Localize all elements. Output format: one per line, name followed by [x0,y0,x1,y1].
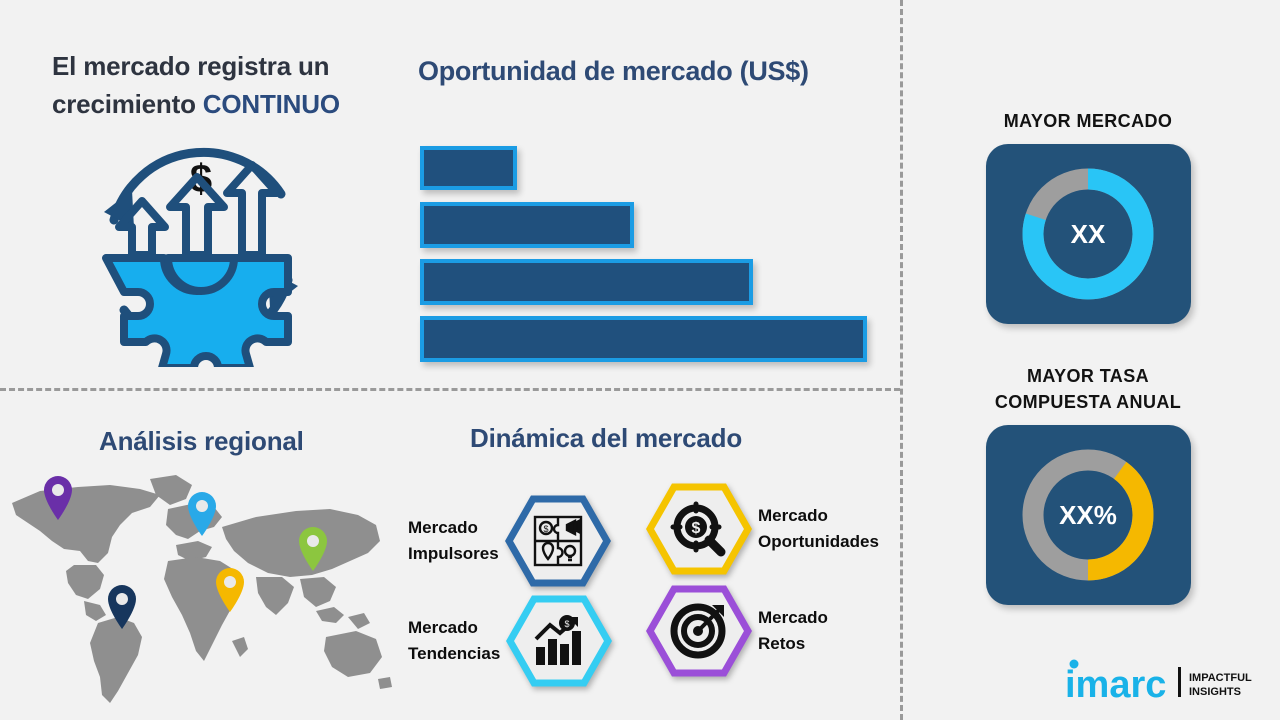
svg-text:$: $ [565,619,570,629]
dynamics-trends-line2: Tendencias [408,644,501,663]
kpi-highest-cagr: MAYOR TASA COMPUESTA ANUAL XX% [938,363,1238,606]
market-donut-chart: XX [1022,168,1154,300]
kpi-highest-cagr-card: XX% [985,425,1191,606]
dynamics-opportunities-line1: Mercado [758,505,828,525]
kpi-highest-cagr-caption: MAYOR TASA COMPUESTA ANUAL [938,363,1238,415]
imarc-tagline-line1: IMPACTFUL [1189,672,1252,684]
bar-3 [420,259,753,305]
growth-title-line1: El mercado registra un [52,51,330,81]
cagr-donut-chart: XX% [1022,449,1154,581]
dynamics-item-opportunities-label: Mercado Oportunidades [758,503,879,556]
bar-2 [420,202,634,248]
vertical-divider [900,0,903,720]
dynamics-drivers-line1: Mercado [408,517,478,537]
dynamics-item-drivers[interactable]: Mercado Impulsores $ [408,495,611,587]
dynamics-title: Dinámica del mercado [470,423,742,453]
opportunity-bar-chart [420,146,880,362]
puzzle-pieces-icon: $ [504,495,611,587]
dynamics-challenges-line2: Retos [758,634,806,653]
kpi-cagr-caption-line2: COMPUESTA ANUAL [994,392,1182,413]
bar-chart-growth-icon: $ [506,595,613,687]
regional-title: Análisis regional [99,426,304,456]
opportunity-title: Oportunidad de mercado (US$) [418,56,809,86]
kpi-largest-market-value: XX [1071,219,1106,249]
dynamics-opportunities-line2: Oportunidades [758,532,879,551]
dynamics-drivers-line2: Impulsores [408,544,499,563]
dynamics-item-trends[interactable]: Mercado Tendencias $ [408,595,613,687]
target-arrow-icon [646,585,752,677]
growth-title: El mercado registra un crecimiento CONTI… [52,48,412,123]
dynamics-challenges-line1: Mercado [758,607,828,627]
dynamics-trends-line1: Mercado [408,617,478,637]
world-map [0,465,400,710]
kpi-highest-cagr-value: XX% [1059,500,1117,530]
imarc-wordmark: imarc [1065,664,1166,706]
svg-text:$: $ [543,524,548,534]
growth-title-line2-prefix: crecimiento [52,88,203,119]
bar-4 [420,316,867,362]
bar-1 [420,146,517,190]
growth-gear-arrows-icon: $ [76,132,326,372]
dynamics-item-opportunities[interactable]: $ Mercado Oportunidades [646,483,879,575]
kpi-largest-market: MAYOR MERCADO XX [938,108,1238,325]
pin-east-asia [299,527,327,571]
pin-europe [188,492,216,536]
dynamics-item-challenges-label: Mercado Retos [758,605,828,658]
horizontal-divider [0,388,900,391]
kpi-cagr-caption-line1: MAYOR TASA [1026,366,1149,386]
kpi-largest-market-card: XX [985,144,1191,325]
dynamics-item-trends-label: Mercado Tendencias [408,615,500,668]
pin-north-america [44,476,72,520]
pin-south-america [108,585,136,629]
dynamics-item-challenges[interactable]: Mercado Retos [646,585,828,677]
imarc-tagline-line2: INSIGHTS [1189,686,1241,698]
imarc-logo: imarc IMPACTFUL INSIGHTS [1063,655,1253,707]
pin-middle-east [216,568,244,612]
dynamics-item-drivers-label: Mercado Impulsores [408,515,499,568]
kpi-largest-market-caption: MAYOR MERCADO [1003,111,1173,131]
magnifier-dollar-icon: $ [646,483,752,575]
growth-title-accent: CONTINUO [202,88,340,119]
svg-text:$: $ [692,520,701,537]
